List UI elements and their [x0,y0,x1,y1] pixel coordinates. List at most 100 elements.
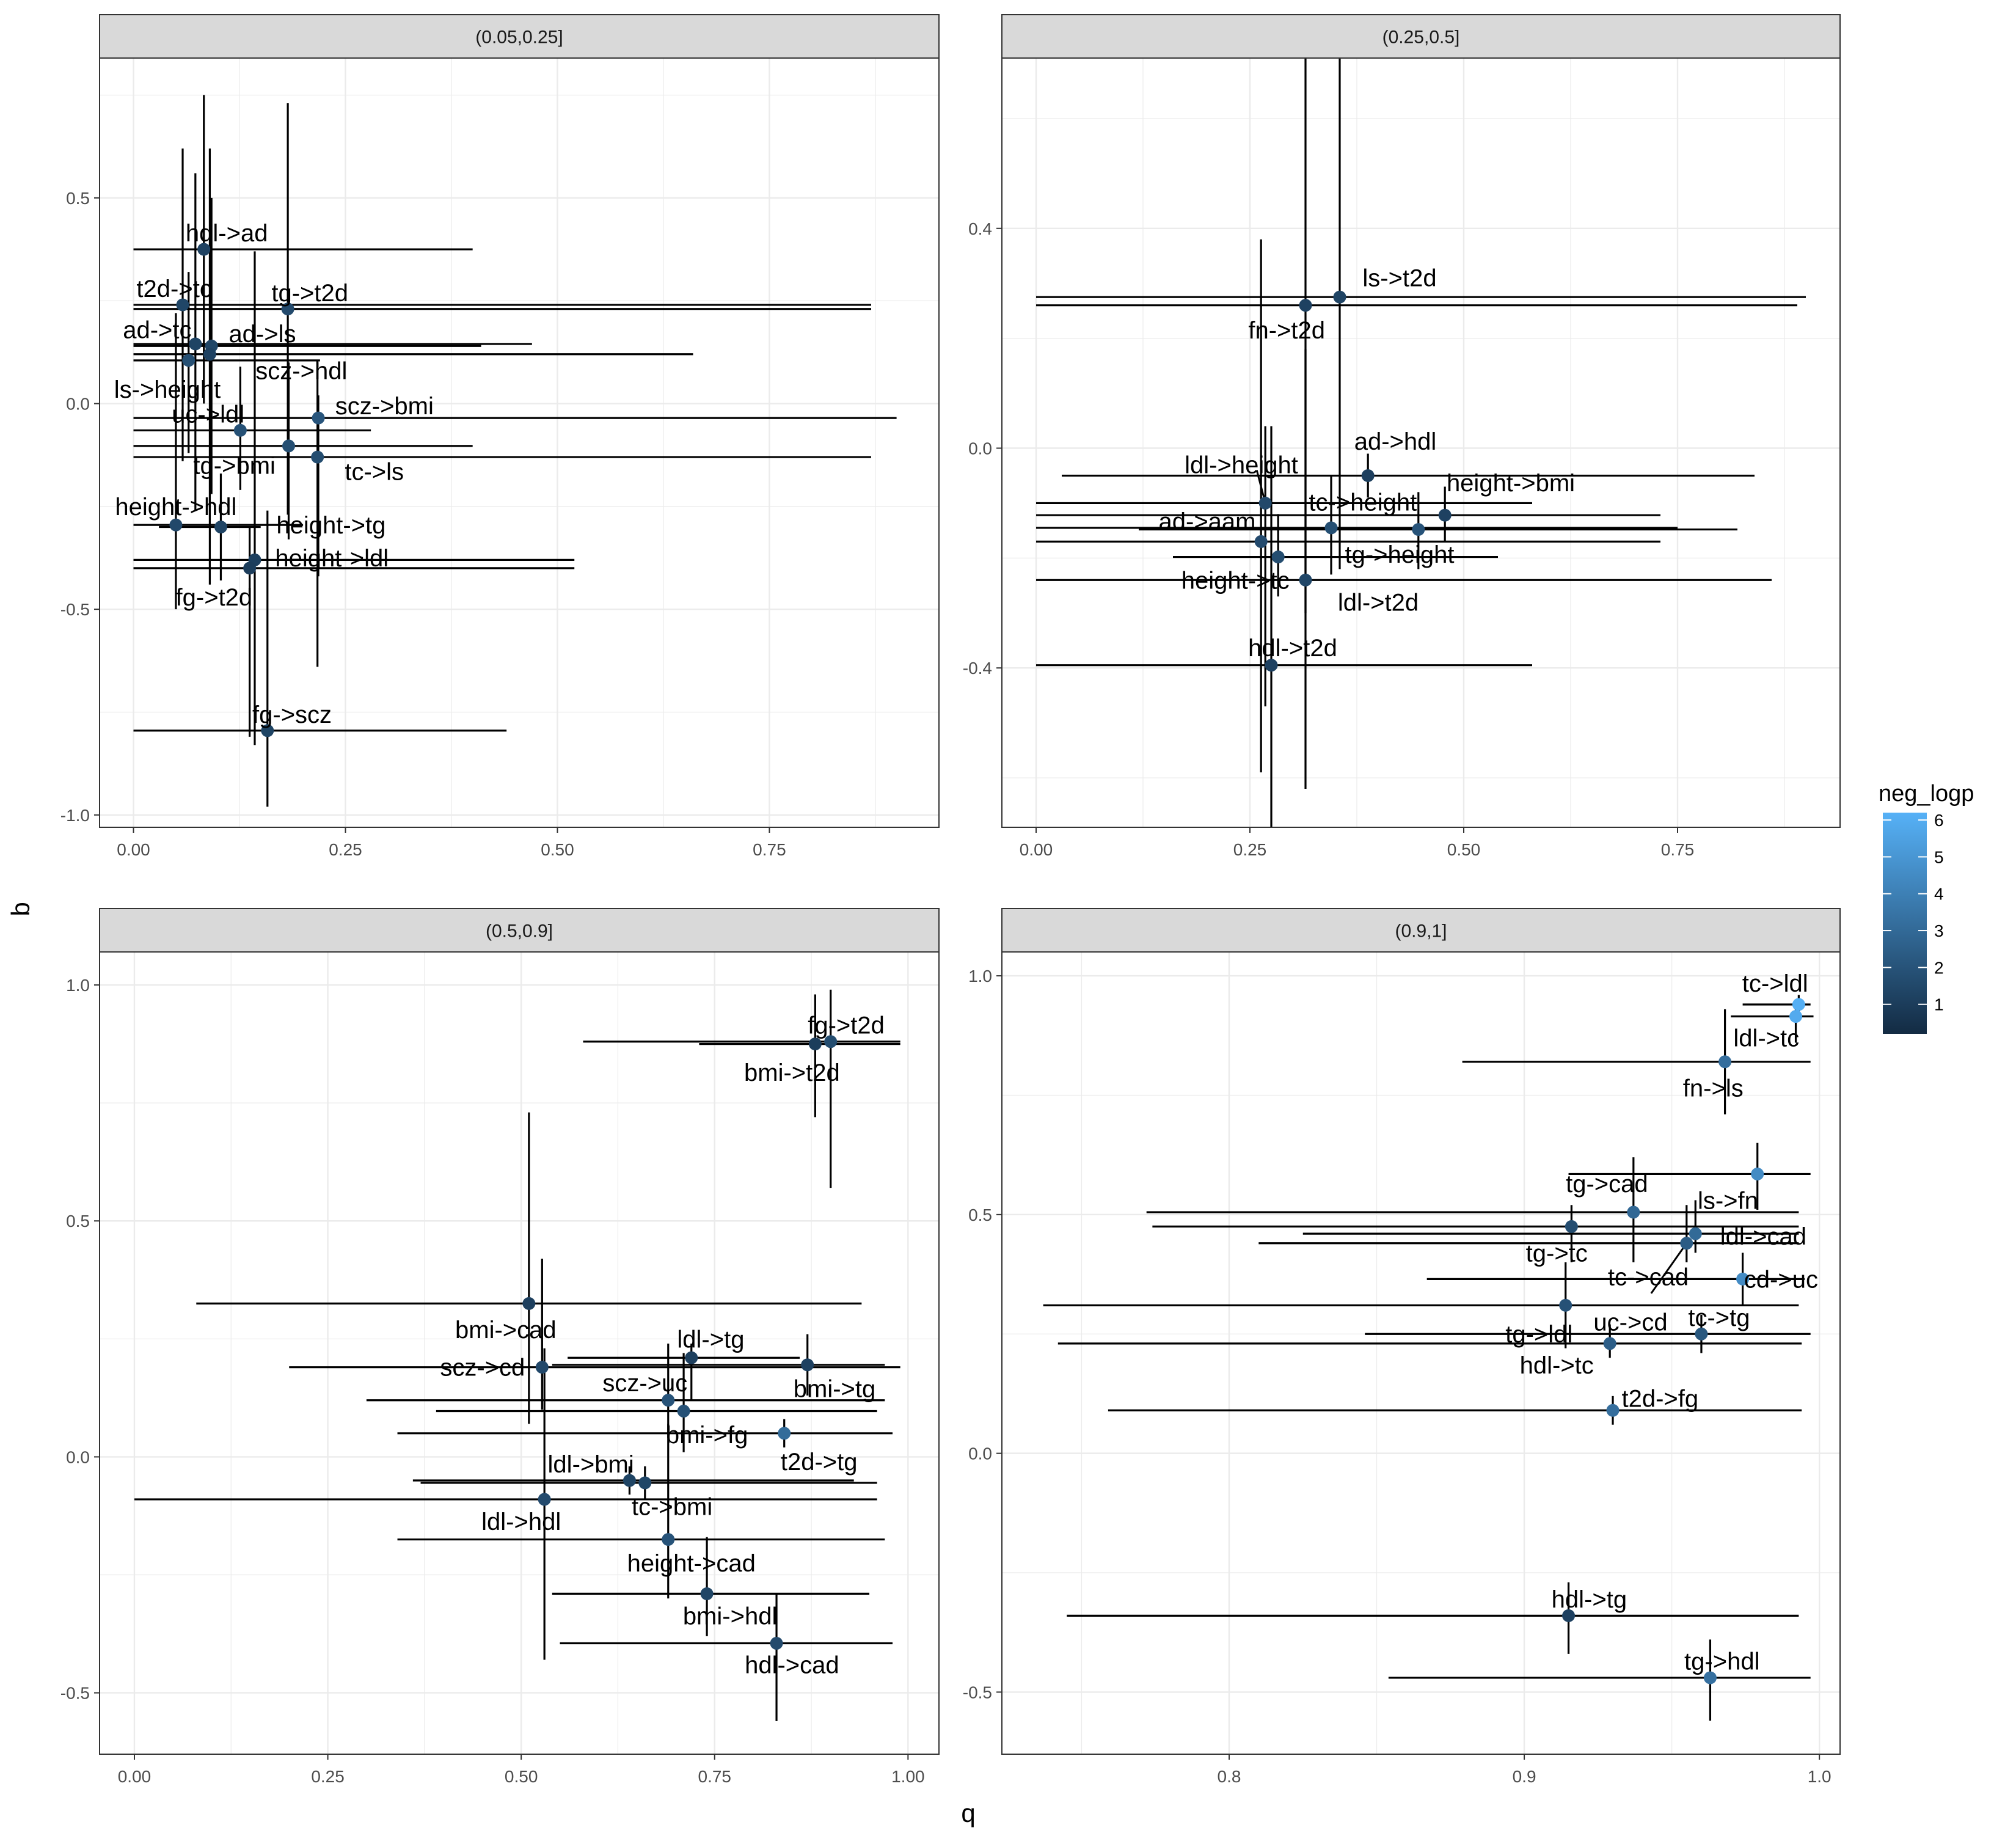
y-tick-label: -1.0 [60,806,90,825]
point-label: tc->bmi [632,1494,712,1521]
data-point [312,411,325,425]
data-point [281,302,294,316]
data-point [1559,1298,1572,1312]
x-tick-label: 0.9 [1513,1767,1536,1786]
data-point [1254,535,1268,548]
legend-tick-label: 2 [1934,958,1944,977]
data-point [1627,1206,1640,1219]
point-label: hdl->ad [186,220,268,247]
data-point [189,337,202,351]
y-tick-label: -0.5 [60,1684,90,1703]
data-point [1299,573,1312,587]
point-label: bmi->fg [666,1422,748,1449]
data-point [801,1358,814,1372]
x-tick-label: 0.75 [698,1767,732,1786]
y-tick-label: 0.0 [66,395,90,414]
point-label: height->ldl [275,545,389,572]
data-point [1703,1671,1717,1685]
point-label: ldl->t2d [1338,589,1419,616]
point-label: t2d->tc [136,276,211,302]
point-label: tc->tg [1688,1304,1750,1331]
data-point [214,521,227,534]
point-label: fg->t2d [808,1012,885,1039]
data-point [1606,1403,1620,1417]
data-point [1603,1337,1616,1350]
x-axis-title: q [961,1799,975,1828]
point-label: cd->uc [1744,1266,1818,1293]
y-tick-label: -0.5 [60,600,90,619]
data-point [535,1361,549,1374]
point-label: ldl->bmi [548,1451,634,1478]
point-label: fg->t2d [176,584,253,611]
data-point [1751,1167,1764,1180]
data-point [1361,469,1375,482]
data-point [538,1493,551,1506]
panel-1: (0.05,0.25]0.00 0.25 0.50 0.75-1.0-0.50.00.… [60,14,940,859]
point-label: fn->ls [1683,1075,1744,1102]
point-label: uc->ldl [172,401,244,428]
point-label: hdl->t2d [1248,635,1337,662]
data-point [638,1476,652,1490]
point-label: fn->t2d [1248,317,1325,344]
point-label: ldl->cad [1720,1223,1806,1250]
x-tick-label: 1.00 [891,1767,925,1786]
label-connector [1650,1242,1688,1294]
y-tick-label: 1.0 [66,976,90,995]
point-label: tg->cad [1566,1171,1648,1198]
facet-strip [99,14,940,59]
point-label: hdl->cad [745,1652,839,1678]
point-label: ad->hdl [1354,428,1437,455]
y-tick-label: -0.4 [963,659,992,678]
point-label: height->bmi [1447,470,1575,497]
data-point [176,298,189,312]
x-tick-label: 0.25 [329,840,362,859]
data-point [261,724,274,737]
point-label: bmi->hdl [683,1603,778,1630]
point-label: scz->hdl [255,358,347,385]
point-label: tc->ls [345,459,404,486]
gridlines [1002,952,1840,1754]
data-marks [134,989,900,1721]
panel-background [100,952,939,1754]
data-point [1299,299,1312,312]
legend-colorbar [1883,813,1927,1034]
panel-border [1001,57,1841,828]
data-point [1792,998,1805,1011]
facet-strip [99,908,940,953]
data-point [1789,1010,1803,1023]
axes: 0.8 0.9 1.0 -0.5 0.0 0.5 1.0 [963,967,1832,1786]
legend-tick-label: 3 [1934,921,1944,940]
legend-tick-label: 4 [1934,885,1944,904]
point-label: scz->bmi [335,393,434,420]
point-label: tg->ldl [1505,1321,1572,1348]
point-label: tg->height [1345,541,1454,568]
point-label: ldl->height [1185,452,1298,478]
point-label: tc->cad [1608,1264,1689,1290]
gridlines [1002,58,1840,827]
y-tick-label: 0.5 [66,189,90,208]
point-label: height->hdl [115,494,236,521]
legend-tick-label: 1 [1934,995,1944,1014]
point-label: uc->cd [1593,1309,1667,1336]
point-label: tc->ldl [1742,970,1808,997]
point-label: ldl->hdl [481,1509,561,1535]
facet-strip-label: (0.5,0.9] [486,921,553,942]
panel-border [99,951,940,1755]
data-point [770,1636,783,1650]
data-point [1680,1237,1693,1250]
point-label: hdl->tc [1520,1352,1594,1379]
y-tick-label: 0.5 [968,1206,992,1224]
x-tick-label: 0.25 [311,1767,345,1786]
data-point [1271,551,1285,564]
point-label: ldl->tg [677,1326,744,1353]
panels-layer: (0.05,0.25]0.00 0.25 0.50 0.75-1.0-0.50.00.… [60,14,1841,1786]
data-point [1324,521,1338,535]
point-label: height->tg [276,512,385,539]
data-point [1412,523,1425,536]
point-label: scz->cd [440,1355,525,1381]
y-tick-label: 1.0 [968,967,992,986]
color-legend: neg_logp 1 2 3 4 5 6 [1879,781,1974,1034]
data-point [1736,1272,1750,1286]
x-tick-label: 0.75 [1661,840,1695,859]
